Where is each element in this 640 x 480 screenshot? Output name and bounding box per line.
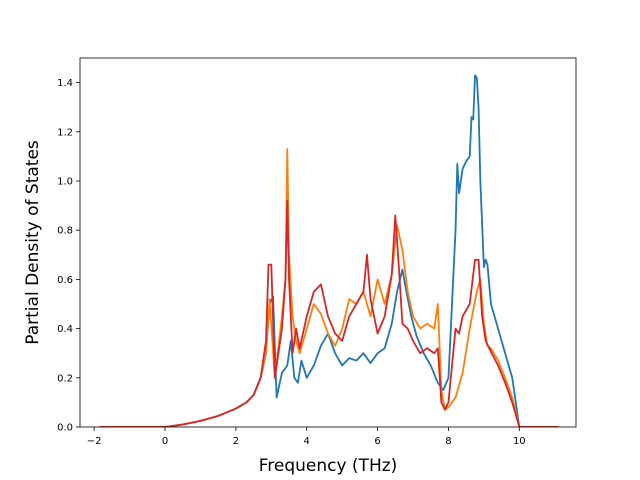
y-tick-label: 0.2 [57, 373, 73, 384]
x-tick-label: −2 [87, 436, 102, 447]
x-tick-label: 4 [304, 436, 310, 447]
x-tick-label: 6 [374, 436, 380, 447]
x-tick-label: 2 [233, 436, 239, 447]
x-tick-label: 10 [513, 436, 526, 447]
x-tick-label: 8 [445, 436, 451, 447]
y-tick-label: 0.8 [57, 226, 73, 237]
y-axis-title: Partial Density of States [23, 140, 43, 345]
y-tick-label: 1.4 [57, 78, 73, 89]
y-tick-label: 0.4 [57, 324, 73, 335]
series-layer [99, 74, 559, 427]
series-line-3 [99, 199, 559, 427]
y-tick-label: 0.6 [57, 275, 73, 286]
x-axis-title: Frequency (THz) [259, 456, 398, 476]
y-tick-label: 1.2 [57, 127, 73, 138]
series-line-1 [99, 74, 559, 427]
y-tick-label: 1.0 [57, 177, 73, 188]
ticks-layer: −2 0 2 4 6 8 10 0.0 0.2 0.4 0.6 0.8 1.0 1.2 1.4 [57, 78, 526, 447]
y-tick-label: 0.0 [57, 423, 73, 434]
x-tick-label: 0 [162, 436, 168, 447]
plot-frame [79, 57, 577, 428]
